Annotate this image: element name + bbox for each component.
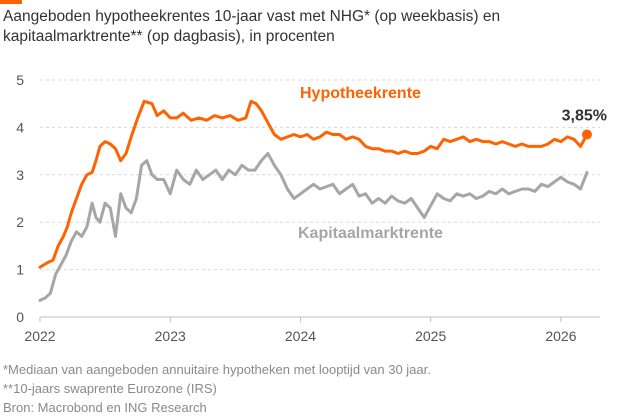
footnote-swap: **10-jaars swaprente Eurozone (IRS) [3,381,217,396]
y-tick-label-3: 3 [16,167,24,183]
title-line-1: Aangeboden hypotheekrentes 10-jaar vast … [3,8,501,25]
title-line-2: kapitaalmarktrente** (op dagbasis), in p… [3,28,335,45]
y-tick-label-1: 1 [16,262,24,278]
end-value-label: 3,85% [562,108,607,125]
series-label-kapitaalmarktrente: Kapitaalmarktrente [298,225,443,242]
footnotes: *Mediaan van aangeboden annuitaire hypot… [3,360,431,417]
y-tick-label-4: 4 [16,119,24,135]
y-tick-label-0: 0 [16,309,24,325]
y-tick-label-2: 2 [16,214,24,230]
chart-title: Aangeboden hypotheekrentes 10-jaar vast … [3,7,603,47]
x-tick-label-2023: 2023 [155,328,186,344]
x-tick-label-2026: 2026 [545,328,576,344]
line-chart: 0 1 2 3 4 5 2022 2023 2024 2025 2026 Hypotheekrente… [16,72,607,344]
footnote-source: Bron: Macrobond en ING Research [3,400,207,415]
footnote-mortgage: *Mediaan van aangeboden annuitaire hypot… [3,362,431,377]
series-label-hypotheekrente: Hypotheekrente [300,85,421,102]
series-line-hypotheekrente [38,99,589,269]
series-line-kapitaalmarktrente [38,152,589,302]
x-tick-label-2025: 2025 [415,328,446,344]
x-tick-label-2022: 2022 [24,328,55,344]
brand-accent-bar [0,0,22,4]
end-point-marker [581,129,592,140]
x-tick-label-2024: 2024 [285,328,316,344]
y-tick-label-5: 5 [16,72,24,88]
